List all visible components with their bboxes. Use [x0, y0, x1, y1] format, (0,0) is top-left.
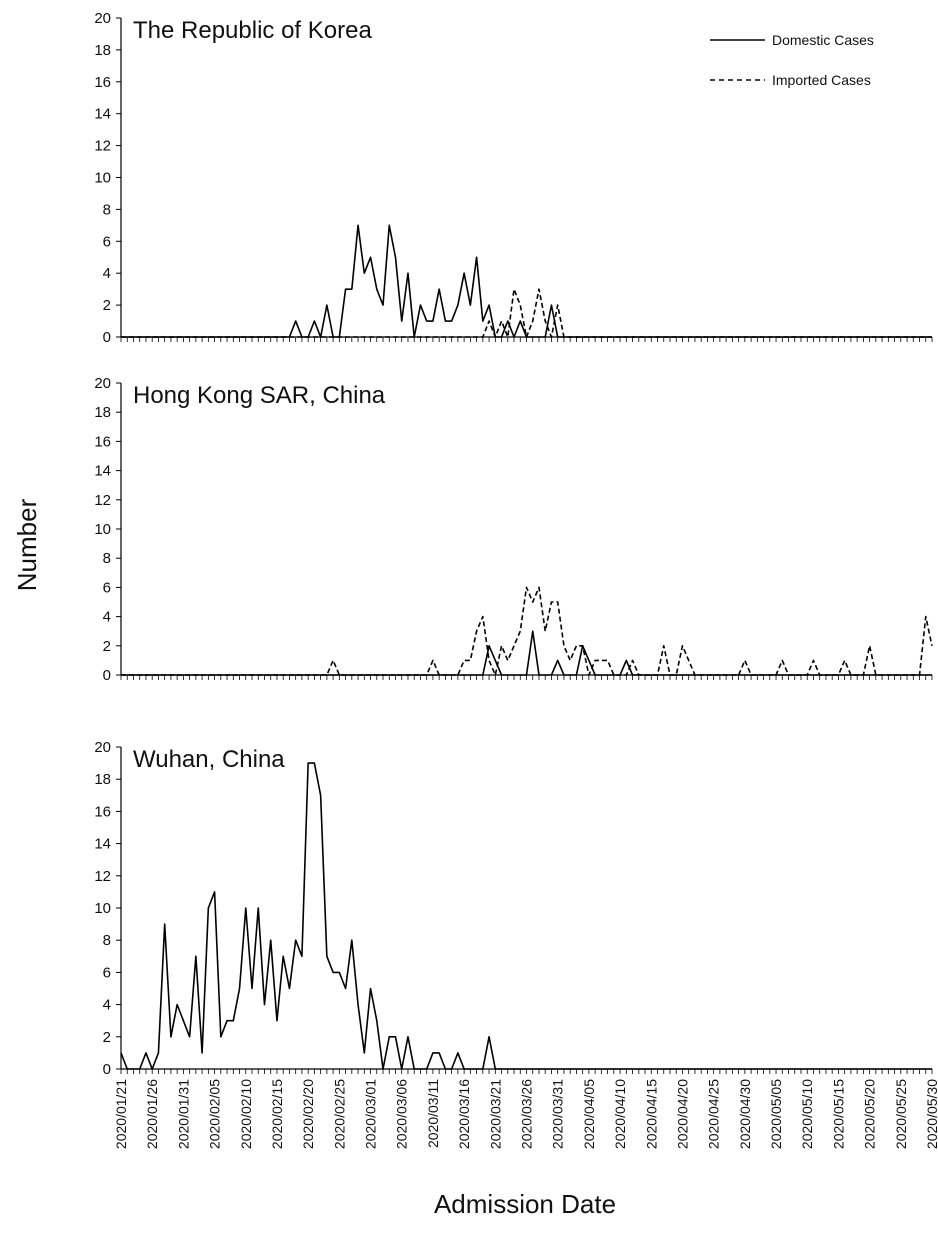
- y-tick-label: 14: [94, 463, 111, 480]
- y-tick-label: 2: [103, 297, 111, 314]
- y-tick-label: 4: [103, 265, 111, 282]
- y-tick-label: 2: [103, 638, 111, 655]
- x-tick-label: 2020/02/10: [238, 1079, 254, 1149]
- y-tick-label: 6: [103, 233, 111, 250]
- x-tick-label: 2020/01/21: [113, 1079, 129, 1149]
- panel-title: Wuhan, China: [133, 746, 285, 773]
- x-tick-label: 2020/02/20: [300, 1079, 316, 1149]
- x-tick-label: 2020/05/15: [830, 1079, 846, 1149]
- y-tick-label: 20: [94, 739, 111, 756]
- panel-hong-kong: 0 2 4 6 8 10 12 14 16 18 20 Hong Kong SAR, China: [94, 375, 933, 684]
- panel-title: Hong Kong SAR, China: [133, 382, 386, 409]
- series-line-imported-cases: [121, 288, 932, 338]
- x-tick-label: 2020/04/30: [737, 1079, 753, 1149]
- y-tick-label: 4: [103, 609, 111, 626]
- x-tick-label: 2020/04/05: [581, 1079, 597, 1149]
- y-tick-label: 18: [94, 42, 111, 59]
- y-tick-label: 10: [94, 170, 111, 187]
- panel-republic-of-korea: 0 2 4 6 8 10 12 14 16 18 20 The Republic of Korea: [94, 10, 933, 346]
- x-tick-label: 2020/05/05: [768, 1079, 784, 1149]
- y-tick-label: 14: [94, 106, 111, 123]
- x-tick-label: 2020/05/30: [924, 1079, 938, 1149]
- x-tick-label: 2020/03/31: [550, 1079, 566, 1149]
- y-tick-label: 12: [94, 138, 111, 155]
- x-tick-label: 2020/01/31: [175, 1079, 191, 1149]
- panel-wuhan: 0 2 4 6 8 10 12 14 16 18 20 2020/01/21 2020/01/26 202…: [94, 739, 938, 1149]
- y-tick-label: 8: [103, 932, 111, 949]
- y-tick-label: 12: [94, 868, 111, 885]
- y-tick-label: 14: [94, 836, 111, 853]
- x-tick-marks: [120, 1069, 933, 1074]
- y-tick-label: 0: [103, 329, 111, 346]
- x-axis-label: Admission Date: [434, 1189, 616, 1219]
- y-tick-label: 12: [94, 492, 111, 509]
- x-tick-label: 2020/04/20: [674, 1079, 690, 1149]
- y-tick-label: 10: [94, 521, 111, 538]
- series-line-domestic-cases: [121, 224, 932, 338]
- y-tick-label: 20: [94, 10, 111, 27]
- x-tick-label: 2020/04/10: [612, 1079, 628, 1149]
- x-tick-label: 2020/03/26: [519, 1079, 535, 1149]
- x-tick-marks: [120, 337, 933, 342]
- x-tick-label: 2020/03/16: [456, 1079, 472, 1149]
- x-tick-label: 2020/04/25: [706, 1079, 722, 1149]
- y-tick-label: 16: [94, 74, 111, 91]
- y-tick-label: 6: [103, 964, 111, 981]
- y-tick-label: 10: [94, 900, 111, 917]
- panel-title: The Republic of Korea: [133, 17, 372, 44]
- y-tick-label: 0: [103, 667, 111, 684]
- x-tick-marks: [120, 675, 933, 680]
- y-tick-label: 16: [94, 433, 111, 450]
- series-line-imported-cases: [121, 586, 933, 676]
- legend-imported-label: Imported Cases: [772, 72, 871, 88]
- y-tick-label: 2: [103, 1029, 111, 1046]
- x-tick-label: 2020/03/11: [425, 1079, 441, 1148]
- y-tick-label: 4: [103, 997, 111, 1014]
- y-tick-label: 6: [103, 579, 111, 596]
- x-tick-label: 2020/04/15: [643, 1079, 659, 1149]
- x-tick-label: 2020/01/26: [144, 1079, 160, 1149]
- x-tick-label: 2020/03/21: [487, 1079, 503, 1149]
- x-tick-label: 2020/05/20: [862, 1079, 878, 1149]
- y-tick-label: 16: [94, 803, 111, 820]
- y-tick-label: 0: [103, 1061, 111, 1078]
- y-tick-label: 8: [103, 201, 111, 218]
- legend: Domestic Cases Imported Cases: [710, 32, 874, 88]
- x-tick-label: 2020/03/06: [394, 1079, 410, 1149]
- x-tick-label: 2020/02/25: [331, 1079, 347, 1149]
- y-tick-label: 20: [94, 375, 111, 392]
- legend-domestic-label: Domestic Cases: [772, 32, 874, 48]
- y-axis-label: Number: [12, 498, 42, 591]
- y-tick-label: 18: [94, 404, 111, 421]
- x-tick-label: 2020/02/05: [207, 1079, 223, 1149]
- x-tick-label: 2020/05/25: [893, 1079, 909, 1149]
- x-tick-label: 2020/03/01: [363, 1079, 379, 1149]
- x-tick-label: 2020/02/15: [269, 1079, 285, 1149]
- y-tick-label: 18: [94, 771, 111, 788]
- series-line-domestic-cases: [120, 762, 932, 1070]
- x-tick-label: 2020/05/10: [799, 1079, 815, 1149]
- y-tick-label: 8: [103, 550, 111, 567]
